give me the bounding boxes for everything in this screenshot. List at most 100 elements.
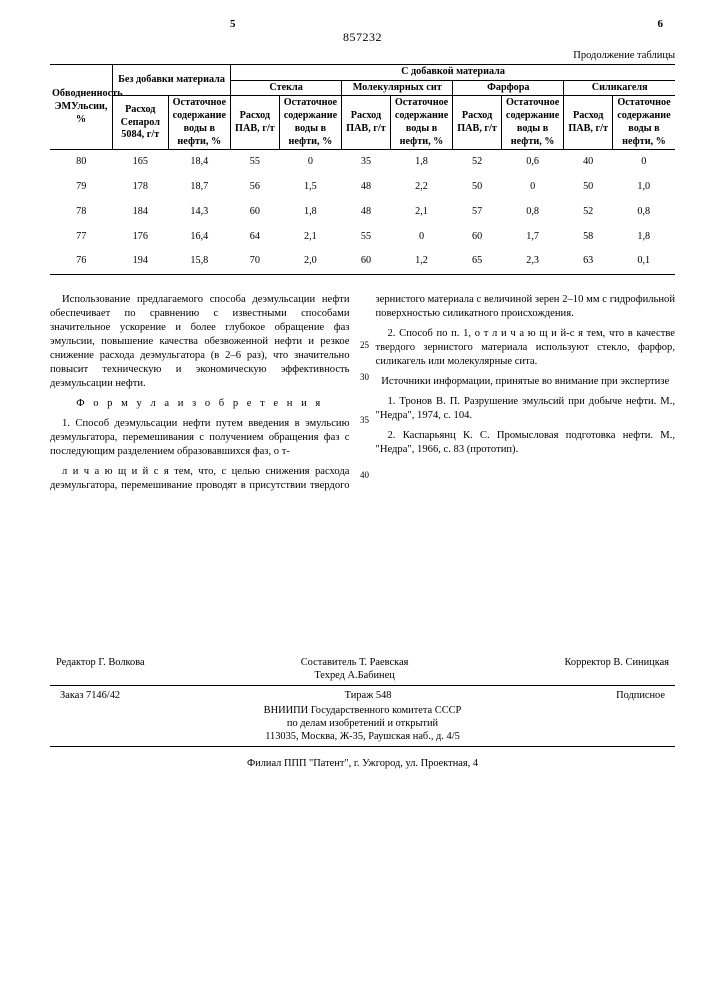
table-cell: 16,4 — [168, 225, 231, 250]
table-cell: 50 — [453, 175, 502, 200]
source-item: 2. Каспарьянц К. С. Промысловая подготов… — [376, 429, 676, 457]
table-cell: 0,8 — [501, 200, 564, 225]
table-cell: 176 — [113, 225, 169, 250]
org-line: ВНИИПИ Государственного комитета СССР — [50, 704, 675, 717]
table-cell: 18,4 — [168, 150, 231, 175]
order-number: Заказ 7146/42 — [60, 689, 120, 702]
table-cell: 2,0 — [279, 249, 342, 274]
col-pav-1: Расход ПАВ, г/т — [231, 96, 280, 150]
table-cell: 52 — [564, 200, 613, 225]
table-cell: 60 — [231, 200, 280, 225]
table-cell: 2,2 — [390, 175, 453, 200]
col-glass: Стекла — [231, 80, 342, 96]
sources-title: Источники информации, принятые во вниман… — [376, 375, 676, 389]
table-cell: 0,1 — [612, 249, 675, 274]
table-cell: 0 — [612, 150, 675, 175]
branch-line: Филиал ППП "Патент", г. Ужгород, ул. Про… — [50, 757, 675, 770]
table-cell: 76 — [50, 249, 113, 274]
table-cell: 77 — [50, 225, 113, 250]
table-cell: 1,7 — [501, 225, 564, 250]
col-pav-4: Расход ПАВ, г/т — [564, 96, 613, 150]
credits-block: Редактор Г. Волкова Составитель Т. Раевс… — [50, 656, 675, 770]
paragraph: Использование предлагаемого способа деэм… — [50, 293, 350, 391]
col-no-additive: Без добавки материала — [113, 64, 231, 96]
table-cell: 184 — [113, 200, 169, 225]
line-number: 40 — [360, 470, 369, 481]
paragraph: 2. Способ по п. 1, о т л и ч а ю щ и й-с… — [376, 327, 676, 369]
table-row: 7818414,3601,8482,1570,8520,8 — [50, 200, 675, 225]
table-row: 7619415,8702,0601,2652,3630,1 — [50, 249, 675, 274]
table-cell: 56 — [231, 175, 280, 200]
table-cell: 1,5 — [279, 175, 342, 200]
table-cell: 70 — [231, 249, 280, 274]
table-cell: 78 — [50, 200, 113, 225]
table-cell: 60 — [342, 249, 391, 274]
col-silica: Силикагеля — [564, 80, 675, 96]
source-item: 1. Тронов В. П. Разрушение эмульсий при … — [376, 395, 676, 423]
line-number: 30 — [360, 372, 369, 383]
corrector: Корректор В. Синицкая — [565, 656, 670, 682]
col-resid-4: Остаточное содержание воды в нефти, % — [612, 96, 675, 150]
table-cell: 1,0 — [612, 175, 675, 200]
patent-number: 857232 — [50, 30, 675, 45]
table-cell: 48 — [342, 175, 391, 200]
table-cell: 55 — [231, 150, 280, 175]
table-cell: 0 — [501, 175, 564, 200]
table-cell: 63 — [564, 249, 613, 274]
col-pav-3: Расход ПАВ, г/т — [453, 96, 502, 150]
subscription: Подписное — [616, 689, 665, 702]
table-cell: 64 — [231, 225, 280, 250]
table-cell: 18,7 — [168, 175, 231, 200]
formula-title: Ф о р м у л а и з о б р е т е н и я — [50, 397, 350, 411]
editor: Редактор Г. Волкова — [56, 656, 145, 682]
line-number: 25 — [360, 340, 369, 351]
table-cell: 52 — [453, 150, 502, 175]
table-cell: 178 — [113, 175, 169, 200]
table-cell: 35 — [342, 150, 391, 175]
table-cell: 1,8 — [390, 150, 453, 175]
table-cell: 1,8 — [279, 200, 342, 225]
body-text: Использование предлагаемого способа деэм… — [50, 293, 675, 515]
table-cell: 165 — [113, 150, 169, 175]
table-cell: 57 — [453, 200, 502, 225]
table-cell: 2,3 — [501, 249, 564, 274]
page-num-left: 5 — [230, 18, 236, 32]
col-with-additive: С добавкой материала — [231, 64, 675, 80]
table-cell: 194 — [113, 249, 169, 274]
col-resid-0: Остаточное содержание воды в нефти, % — [168, 96, 231, 150]
table-row: 7917818,7561,5482,2500501,0 — [50, 175, 675, 200]
col-emulsion: Обводненность ЭМУльсии, % — [50, 64, 113, 150]
table-cell: 0 — [279, 150, 342, 175]
compiler: Составитель Т. Раевская — [301, 657, 409, 668]
table-cell: 65 — [453, 249, 502, 274]
table-cell: 1,2 — [390, 249, 453, 274]
table-cell: 58 — [564, 225, 613, 250]
table-cell: 48 — [342, 200, 391, 225]
org-line: по делам изобретений и открытий — [50, 717, 675, 730]
divider — [50, 685, 675, 686]
table-continuation-label: Продолжение таблицы — [50, 49, 675, 62]
col-resid-2: Остаточное содержание воды в нефти, % — [390, 96, 453, 150]
table-cell: 0,6 — [501, 150, 564, 175]
techred: Техред А.Бабинец — [314, 670, 394, 681]
table-cell: 0,8 — [612, 200, 675, 225]
table-cell: 15,8 — [168, 249, 231, 274]
col-sieves: Молекулярных сит — [342, 80, 453, 96]
table-cell: 1,8 — [612, 225, 675, 250]
print-run: Тираж 548 — [345, 689, 392, 702]
col-separol: Расход Сепарол 5084, г/т — [113, 96, 169, 150]
col-pav-2: Расход ПАВ, г/т — [342, 96, 391, 150]
table-cell: 50 — [564, 175, 613, 200]
table-cell: 60 — [453, 225, 502, 250]
col-resid-1: Остаточное содержание воды в нефти, % — [279, 96, 342, 150]
table-cell: 2,1 — [279, 225, 342, 250]
col-resid-3: Остаточное содержание воды в нефти, % — [501, 96, 564, 150]
org-line: 113035, Москва, Ж-35, Раушская наб., д. … — [50, 730, 675, 743]
paragraph: 1. Способ деэмульсации нефти путем введе… — [50, 417, 350, 459]
page-num-right: 6 — [658, 18, 664, 32]
data-table: Обводненность ЭМУльсии, % Без добавки ма… — [50, 64, 675, 275]
table-cell: 40 — [564, 150, 613, 175]
line-number: 35 — [360, 415, 369, 426]
table-cell: 2,1 — [390, 200, 453, 225]
table-row: 7717616,4642,1550601,7581,8 — [50, 225, 675, 250]
